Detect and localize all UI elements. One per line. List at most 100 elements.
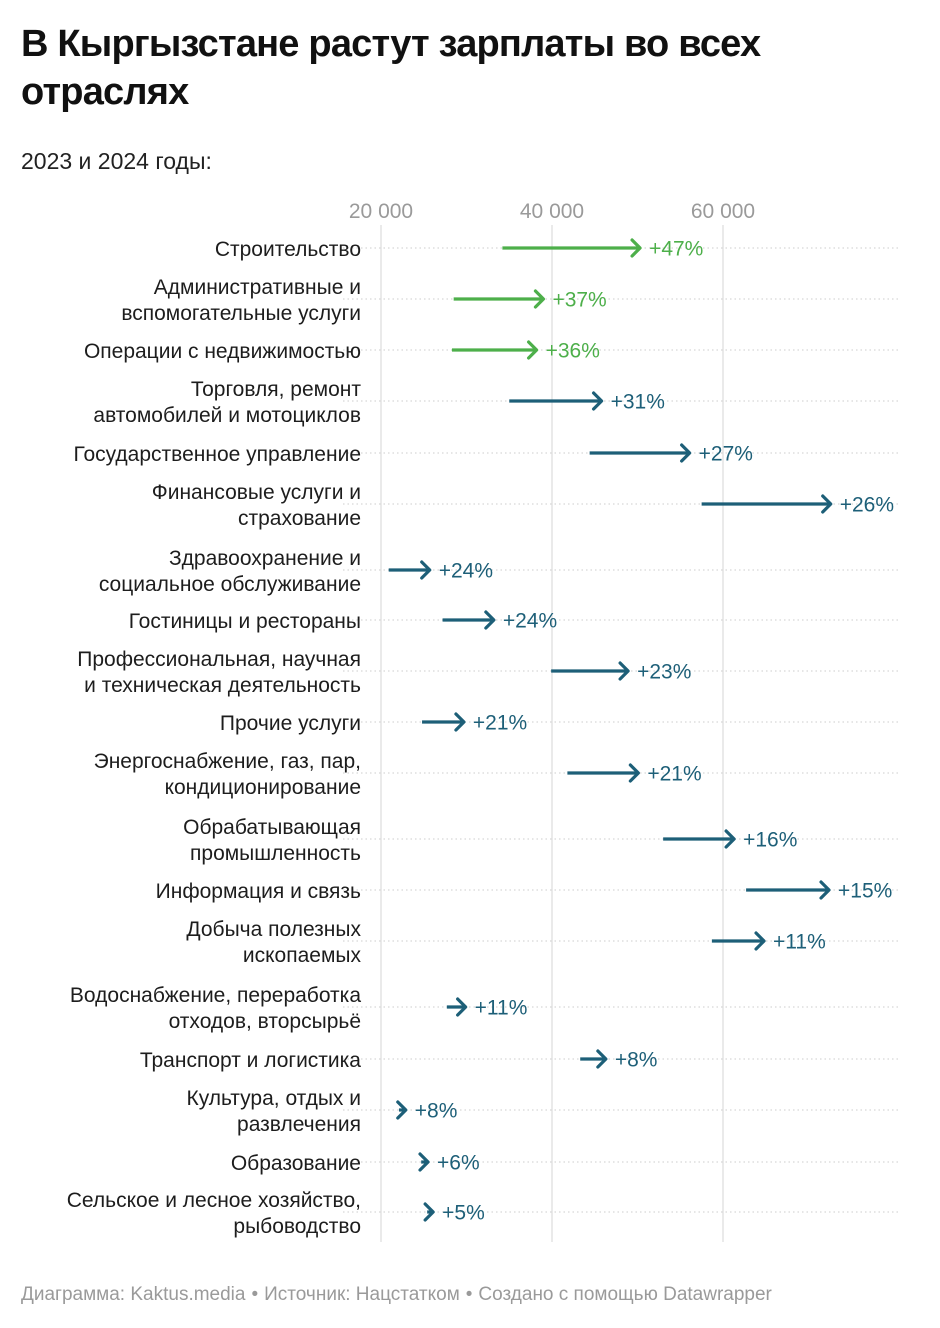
- category-label: автомобилей и мотоциклов: [93, 404, 361, 427]
- category-label: вспомогательные услуги: [121, 302, 361, 325]
- arrow-head: [630, 238, 642, 258]
- arrow-head: [396, 1100, 408, 1120]
- chart-row: Добыча полезных ископаемых +11%: [186, 918, 898, 967]
- category-label: Административные и: [154, 276, 361, 299]
- category-label: Сельское и лесное хозяйство,: [67, 1189, 361, 1212]
- arrow-head: [628, 763, 640, 783]
- category-label: Гостиницы и рестораны: [129, 610, 361, 633]
- arrow-head: [454, 712, 466, 732]
- category-label: Строительство: [215, 238, 361, 261]
- category-label: Операции с недвижимостью: [84, 340, 361, 363]
- change-label: +8%: [615, 1049, 658, 1072]
- change-label: +27%: [699, 443, 753, 466]
- category-label: Транспорт и логистика: [140, 1049, 361, 1072]
- category-label: ископаемых: [243, 944, 362, 967]
- chart-row: Транспорт и логистика +8%: [140, 1049, 898, 1072]
- category-label: Культура, отдых и: [186, 1087, 361, 1110]
- change-label: +16%: [743, 829, 797, 852]
- chart-row: Обрабатывающая промышленность +16%: [183, 816, 898, 865]
- category-label: Информация и связь: [156, 880, 361, 903]
- change-label: +37%: [552, 289, 606, 312]
- footer-created-with: Создано с помощью Datawrapper: [478, 1284, 772, 1305]
- chart-row: Финансовые услуги и страхование +26%: [152, 481, 898, 530]
- change-label: +36%: [546, 340, 600, 363]
- arrow-head: [596, 1049, 608, 1069]
- chart-row: Культура, отдых и развлечения +8%: [186, 1087, 898, 1136]
- change-label: +24%: [439, 560, 493, 583]
- x-tick-label: 20 000: [349, 200, 413, 223]
- category-label: Здравоохранение и: [169, 547, 361, 570]
- category-label: Обрабатывающая: [183, 816, 361, 839]
- footer-source: Источник: Нацстатком: [264, 1284, 460, 1305]
- change-label: +6%: [437, 1152, 480, 1175]
- chart-row: Информация и связь +15%: [156, 880, 898, 903]
- change-label: +47%: [649, 238, 703, 261]
- chart-footer: Диаграмма: Kaktus.media • Источник: Нацста…: [21, 1283, 772, 1307]
- arrow-head: [527, 340, 539, 360]
- chart-row: Строительство +47%: [215, 238, 898, 261]
- category-label: социальное обслуживание: [99, 573, 361, 596]
- change-label: +8%: [415, 1100, 458, 1123]
- chart-row: Гостиницы и рестораны +24%: [129, 610, 898, 633]
- category-label: Водоснабжение, переработка: [70, 984, 361, 1007]
- chart-row: Профессиональная, научная и техническая д…: [77, 648, 898, 697]
- category-label: Прочие услуги: [220, 712, 361, 735]
- arrow-head: [819, 880, 831, 900]
- x-axis-ticks: 20 000 40 000 60 000: [349, 200, 755, 223]
- category-label: развлечения: [237, 1113, 361, 1136]
- chart-title: В Кыргызстане растут зарплаты во всех от…: [21, 23, 761, 113]
- arrow-head: [533, 289, 546, 309]
- category-label: отходов, вторсырьё: [169, 1010, 361, 1033]
- change-label: +11%: [475, 997, 528, 1020]
- chart-row: Торговля, ремонт автомобилей и мотоциклов…: [93, 378, 898, 427]
- change-label: +24%: [503, 610, 557, 633]
- arrow-head: [456, 997, 468, 1017]
- chart-row: Водоснабжение, переработка отходов, вторс…: [70, 984, 898, 1033]
- arrow-head: [618, 661, 630, 681]
- arrow-head: [420, 560, 432, 580]
- change-label: +21%: [647, 763, 701, 786]
- change-label: +31%: [611, 391, 665, 414]
- category-label: Финансовые услуги и: [152, 481, 361, 504]
- grid-lines: [380, 225, 724, 1242]
- footer-separator: •: [251, 1284, 259, 1305]
- chart-row: Государственное управление +27%: [73, 443, 898, 466]
- chart-row: Здравоохранение и социальное обслуживание…: [99, 547, 898, 596]
- category-label: рыбоводство: [233, 1215, 361, 1238]
- change-label: +23%: [637, 661, 691, 684]
- chart-row: Образование +6%: [231, 1152, 898, 1175]
- category-label: Энергоснабжение, газ, пар,: [94, 750, 361, 773]
- chart-row: Операции с недвижимостью +36%: [84, 340, 898, 363]
- footer-separator: •: [465, 1284, 473, 1305]
- arrow-head: [484, 610, 496, 630]
- chart-rows: Строительство +47% Административные и вспом…: [67, 238, 898, 1238]
- arrow-head: [418, 1152, 430, 1172]
- change-label: +11%: [773, 931, 826, 954]
- chart-row: Административные и вспомогательные услуги…: [121, 276, 898, 325]
- x-tick-label: 40 000: [520, 200, 584, 223]
- chart-subtitle: 2023 и 2024 годы:: [21, 148, 212, 174]
- category-label: страхование: [238, 507, 361, 530]
- arrow-head: [423, 1202, 435, 1222]
- x-tick-label: 60 000: [691, 200, 755, 223]
- change-label: +5%: [442, 1202, 485, 1225]
- arrow-head: [724, 829, 736, 849]
- category-label: промышленность: [190, 842, 361, 865]
- change-label: +21%: [473, 712, 527, 735]
- arrow-head: [754, 931, 766, 951]
- change-label: +15%: [838, 880, 892, 903]
- footer-chart-by: Диаграмма: Kaktus.media: [21, 1284, 246, 1305]
- category-label: Государственное управление: [73, 443, 361, 466]
- change-label: +26%: [840, 494, 894, 517]
- category-label: кондиционирование: [165, 776, 361, 799]
- arrow-head: [591, 391, 604, 411]
- category-label: Добыча полезных: [186, 918, 361, 941]
- arrow-head: [821, 494, 833, 514]
- chart-row: Энергоснабжение, газ, пар, кондиционирова…: [94, 750, 898, 799]
- arrow-head: [680, 443, 692, 463]
- chart-row: Прочие услуги +21%: [220, 712, 898, 735]
- category-label: Торговля, ремонт: [191, 378, 361, 401]
- category-label: Образование: [231, 1152, 361, 1175]
- category-label: и техническая деятельность: [84, 674, 361, 697]
